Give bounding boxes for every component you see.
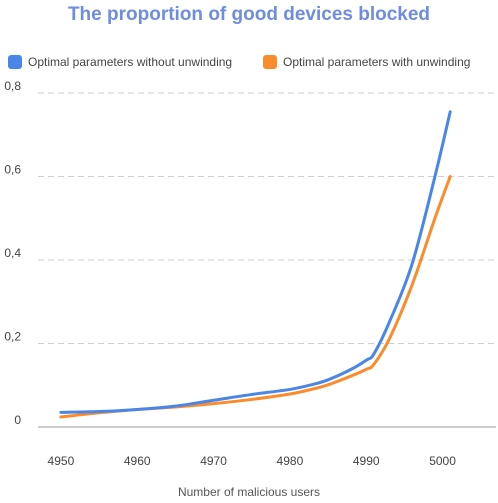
chart-title: The proportion of good devices blocked — [67, 4, 431, 25]
legend-swatch-series-2 — [263, 55, 277, 69]
x-tick-label-2: 4970 — [200, 454, 227, 468]
legend-item-series-2[interactable]: Optimal parameters with unwinding — [263, 53, 470, 71]
legend: Optimal parameters without unwinding Opt… — [0, 53, 498, 71]
y-tick-label-4: 0,8 — [4, 79, 21, 93]
x-tick-label-4: 4990 — [353, 454, 380, 468]
x-axis-label: Number of malicious users — [177, 485, 321, 499]
legend-item-series-1[interactable]: Optimal parameters without unwinding — [8, 53, 232, 71]
series-line-1 — [59, 110, 452, 414]
x-tick-layer: 4950 4960 4970 4980 4990 5000 — [48, 454, 457, 468]
y-tick-label-2: 0,4 — [4, 246, 21, 260]
legend-label-series-2: Optimal parameters with unwinding — [283, 55, 471, 69]
x-tick-label-5: 5000 — [429, 454, 456, 468]
x-tick-label-3: 4980 — [277, 454, 304, 468]
series-layer — [59, 110, 452, 419]
legend-swatch-series-1 — [8, 55, 22, 69]
y-tick-layer: 0 0,2 0,4 0,6 0,8 — [4, 79, 21, 427]
grid-layer — [38, 92, 496, 428]
x-tick-label-1: 4960 — [124, 454, 151, 468]
y-tick-label-3: 0,6 — [4, 163, 21, 177]
legend-label-series-1: Optimal parameters without unwinding — [28, 55, 233, 69]
y-tick-label-0: 0 — [14, 413, 21, 427]
y-tick-label-1: 0,2 — [4, 330, 21, 344]
series-line-2 — [59, 175, 452, 419]
x-tick-label-0: 4950 — [48, 454, 75, 468]
